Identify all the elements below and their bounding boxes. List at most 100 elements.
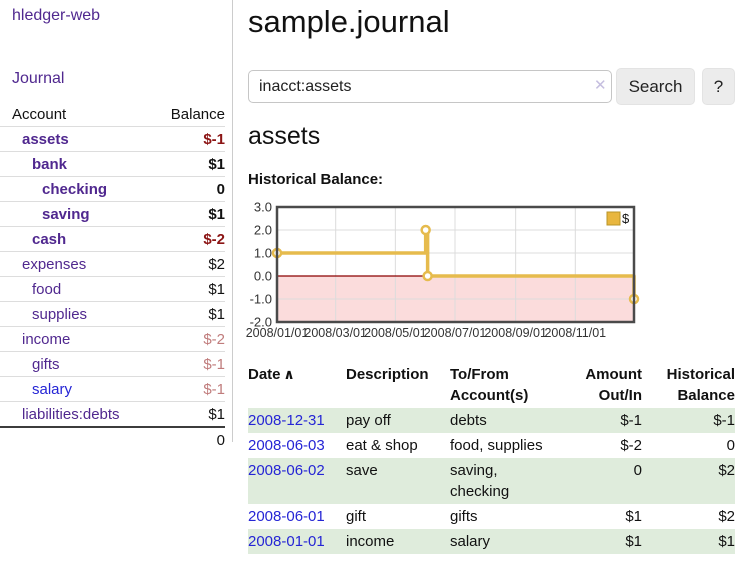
sidebar-account-rows: assets $-1 bank $1 checking 0 saving $1 cash $-2 e…: [0, 126, 225, 426]
account-balance: $1: [208, 305, 225, 323]
transaction-row: 2008-12-31 pay off debts $-1 $-1: [248, 408, 735, 433]
svg-text:2008/07/01: 2008/07/01: [424, 326, 487, 340]
brand-link[interactable]: hledger-web: [12, 7, 101, 24]
transaction-amount: $1: [625, 508, 642, 525]
transaction-amount: 0: [633, 462, 642, 479]
account-link[interactable]: salary: [32, 380, 73, 398]
account-balance: $1: [208, 155, 225, 173]
account-balance: $-2: [203, 230, 225, 248]
transaction-row: 2008-01-01 income salary $1 $1: [248, 529, 735, 554]
transaction-balance: 0: [726, 437, 735, 454]
account-row: gifts $-1: [0, 351, 225, 376]
account-balance: $1: [208, 280, 225, 298]
svg-text:-2.0: -2.0: [250, 315, 272, 330]
transaction-date-link[interactable]: 2008-06-01: [248, 508, 325, 525]
svg-text:$: $: [622, 211, 630, 226]
transaction-balance: $2: [718, 462, 735, 479]
account-row: food $1: [0, 276, 225, 301]
account-link[interactable]: checking: [42, 180, 108, 198]
account-balance: $1: [208, 205, 225, 223]
register-header-row: Date ∧ Description To/From Account(s) Amount…: [248, 362, 735, 408]
account-balance: $-1: [203, 355, 225, 373]
account-balance: $-1: [203, 380, 225, 398]
register-column-header: To/From Account(s): [450, 366, 529, 404]
help-button[interactable]: ?: [702, 68, 735, 105]
svg-text:2.0: 2.0: [254, 223, 272, 238]
account-balance: $2: [208, 255, 225, 273]
sidebar-accounts-header: Account Balance: [0, 102, 225, 126]
svg-text:1.0: 1.0: [254, 246, 272, 261]
register-body: 2008-12-31 pay off debts $-1 $-1 2008-06-03 ea…: [248, 408, 735, 554]
transaction-description: eat & shop: [346, 437, 418, 454]
transaction-date-link[interactable]: 2008-12-31: [248, 412, 325, 429]
transaction-row: 2008-06-02 save saving, checking 0 $2: [248, 458, 735, 504]
sidebar-accounts-table: Account Balance assets $-1 bank $1 checking 0…: [0, 102, 225, 452]
clear-search-icon[interactable]: ✕: [594, 77, 607, 94]
register-column-header: Historical Balance: [666, 366, 735, 404]
transaction-amount: $1: [625, 533, 642, 550]
transaction-amount: $-1: [620, 412, 642, 429]
sidebar-total-row: 0: [0, 426, 225, 452]
transaction-description: gift: [346, 508, 367, 525]
balance-column-header: Balance: [170, 105, 225, 123]
page-title: sample.journal: [248, 4, 450, 39]
svg-text:2008/03/01: 2008/03/01: [304, 326, 367, 340]
search-button[interactable]: Search: [616, 68, 695, 105]
account-link[interactable]: food: [32, 280, 62, 298]
transaction-balance: $-1: [713, 412, 735, 429]
account-link[interactable]: gifts: [32, 355, 60, 373]
account-row: saving $1: [0, 201, 225, 226]
svg-text:2008/11/01: 2008/11/01: [544, 326, 606, 340]
account-link[interactable]: saving: [42, 205, 90, 223]
account-row: assets $-1: [0, 126, 225, 151]
transaction-balance: $1: [718, 533, 735, 550]
account-balance: 0: [216, 180, 225, 198]
register-column-header: Amount Out/In: [585, 366, 642, 404]
account-row: liabilities:debts $1: [0, 401, 225, 426]
transaction-description: income: [346, 533, 395, 550]
account-row: bank $1: [0, 151, 225, 176]
account-balance: $-2: [203, 330, 225, 348]
historical-balance-chart: $3.0 2.0 1.0 0.0 -1.0 -2.02008/01/012008/03/0…: [246, 200, 640, 340]
transaction-accounts: saving, checking: [450, 462, 510, 500]
transaction-description: save: [346, 462, 378, 479]
transaction-row: 2008-06-01 gift gifts $1 $2: [248, 504, 735, 529]
register-column-header[interactable]: Date ∧: [248, 366, 295, 383]
svg-text:0.0: 0.0: [254, 269, 272, 284]
transaction-accounts: food, supplies: [450, 437, 543, 454]
chart-heading: Historical Balance:: [248, 171, 384, 188]
account-row: checking 0: [0, 176, 225, 201]
account-row: supplies $1: [0, 301, 225, 326]
search-input[interactable]: [248, 70, 612, 103]
nav-journal-link[interactable]: Journal: [12, 70, 65, 87]
account-link[interactable]: income: [22, 330, 71, 348]
svg-text:-1.0: -1.0: [250, 292, 272, 307]
transaction-date-link[interactable]: 2008-06-02: [248, 462, 325, 479]
account-link[interactable]: bank: [32, 155, 68, 173]
account-row: income $-2: [0, 326, 225, 351]
account-link[interactable]: expenses: [22, 255, 87, 273]
register-table: Date ∧ Description To/From Account(s) Amount…: [248, 362, 735, 554]
transaction-amount: $-2: [620, 437, 642, 454]
transaction-description: pay off: [346, 412, 391, 429]
account-balance: $1: [208, 405, 225, 423]
account-link[interactable]: supplies: [32, 305, 88, 323]
transaction-accounts: debts: [450, 412, 487, 429]
account-link[interactable]: liabilities:debts: [22, 405, 120, 423]
account-row: cash $-2: [0, 226, 225, 251]
account-row: salary $-1: [0, 376, 225, 401]
account-column-header: Account: [12, 105, 67, 123]
svg-text:3.0: 3.0: [254, 200, 272, 215]
sidebar-total-balance: 0: [216, 431, 225, 449]
transaction-date-link[interactable]: 2008-01-01: [248, 533, 325, 550]
transaction-balance: $2: [718, 508, 735, 525]
register-column-header: Description: [346, 366, 429, 383]
account-row: expenses $2: [0, 251, 225, 276]
account-link[interactable]: cash: [32, 230, 67, 248]
sort-asc-icon: ∧: [280, 366, 294, 382]
svg-text:2008/05/01: 2008/05/01: [364, 326, 427, 340]
svg-text:2008/01/01: 2008/01/01: [246, 326, 309, 340]
account-link[interactable]: assets: [22, 130, 69, 148]
transaction-date-link[interactable]: 2008-06-03: [248, 437, 325, 454]
transaction-accounts: gifts: [450, 508, 478, 525]
